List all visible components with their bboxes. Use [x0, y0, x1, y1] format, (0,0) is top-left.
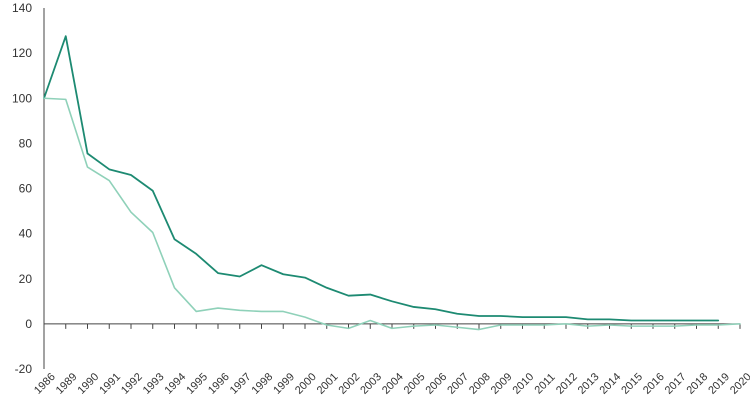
x-tick-label: 2010: [510, 371, 536, 397]
y-tick-label: 140: [12, 1, 32, 15]
x-tick-label: 2019: [706, 371, 732, 397]
y-tick-label: 0: [25, 317, 32, 331]
x-tick-label: 2009: [489, 371, 515, 397]
x-tick-label: 1992: [119, 371, 145, 397]
y-tick-label: 60: [19, 182, 33, 196]
y-tick-label: 120: [12, 46, 32, 60]
x-tick-label: 1997: [228, 371, 254, 397]
x-tick-label: 1990: [75, 371, 101, 397]
x-tick-label: 2017: [663, 371, 689, 397]
x-tick-label: 2016: [641, 371, 667, 397]
x-tick-label: 2013: [576, 371, 602, 397]
x-tick-label: 2007: [445, 371, 471, 397]
series-lines: [43, 35, 741, 331]
x-tick-label: 1999: [271, 371, 297, 397]
x-tick-label: 1989: [54, 371, 80, 397]
x-tick-label: 2002: [336, 371, 362, 397]
x-tick-label: 2018: [684, 371, 710, 397]
y-tick-label: 100: [12, 91, 32, 105]
x-tick-label: 1998: [249, 371, 275, 397]
x-tick-label: 2003: [358, 371, 384, 397]
x-tick-label: 2005: [402, 371, 428, 397]
x-tick-label: 1991: [97, 371, 123, 397]
x-tick-label: 2014: [597, 371, 623, 397]
x-tick-label: 2001: [315, 371, 341, 397]
y-tick-label: 40: [19, 227, 33, 241]
x-tick-label: 2006: [423, 371, 449, 397]
x-tick-labels: 1986198919901991199219931994199519961997…: [32, 371, 750, 397]
x-tick-label: 2015: [619, 371, 645, 397]
axes: [43, 8, 741, 369]
x-tick-label: 2011: [533, 371, 558, 396]
y-tick-label: 80: [19, 136, 33, 150]
x-tick-label: 1994: [162, 371, 188, 397]
x-tick-label: 2020: [728, 371, 750, 397]
series-line-1: [43, 35, 720, 322]
y-tick-label: 20: [19, 272, 33, 286]
y-tick-labels: -20 0 20 40 60 80 100 120 140: [12, 1, 32, 376]
series-line-2: [43, 97, 741, 331]
x-tick-label: 2008: [467, 371, 493, 397]
x-tick-label: 1995: [184, 371, 210, 397]
x-tick-label: 1993: [141, 371, 167, 397]
x-tick-label: 2004: [380, 371, 406, 397]
x-tick-label: 1996: [206, 371, 232, 397]
y-tick-label: -20: [15, 362, 33, 376]
x-tick-label: 2012: [554, 371, 580, 397]
x-tick-label: 1986: [32, 371, 58, 397]
x-tick-label: 2000: [293, 371, 319, 397]
